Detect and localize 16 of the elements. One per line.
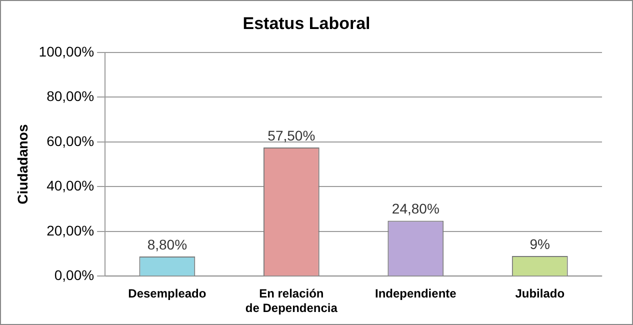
y-tick-label: 0,00%: [54, 267, 94, 284]
data-label: 57,50%: [268, 127, 316, 144]
data-label: 8,80%: [147, 236, 188, 252]
y-tick-label: 40,00%: [46, 178, 94, 194]
chart-title: Estatus Laboral: [242, 14, 370, 33]
data-label: 9%: [530, 236, 550, 252]
y-tick-label: 80,00%: [46, 88, 94, 104]
x-tick-label: Jubilado: [515, 286, 565, 301]
y-tick-label: 100,00%: [38, 43, 94, 60]
y-tick-label: 60,00%: [46, 132, 94, 149]
x-tick-label: Desempleado: [128, 286, 206, 301]
y-axis-title: Ciudadanos: [14, 124, 30, 204]
x-tick-label: Independiente: [374, 286, 457, 301]
data-label: 24,80%: [392, 200, 440, 217]
x-tick-label: En relación de Dependencia: [245, 286, 338, 316]
y-tick-label: 20,00%: [46, 222, 94, 238]
